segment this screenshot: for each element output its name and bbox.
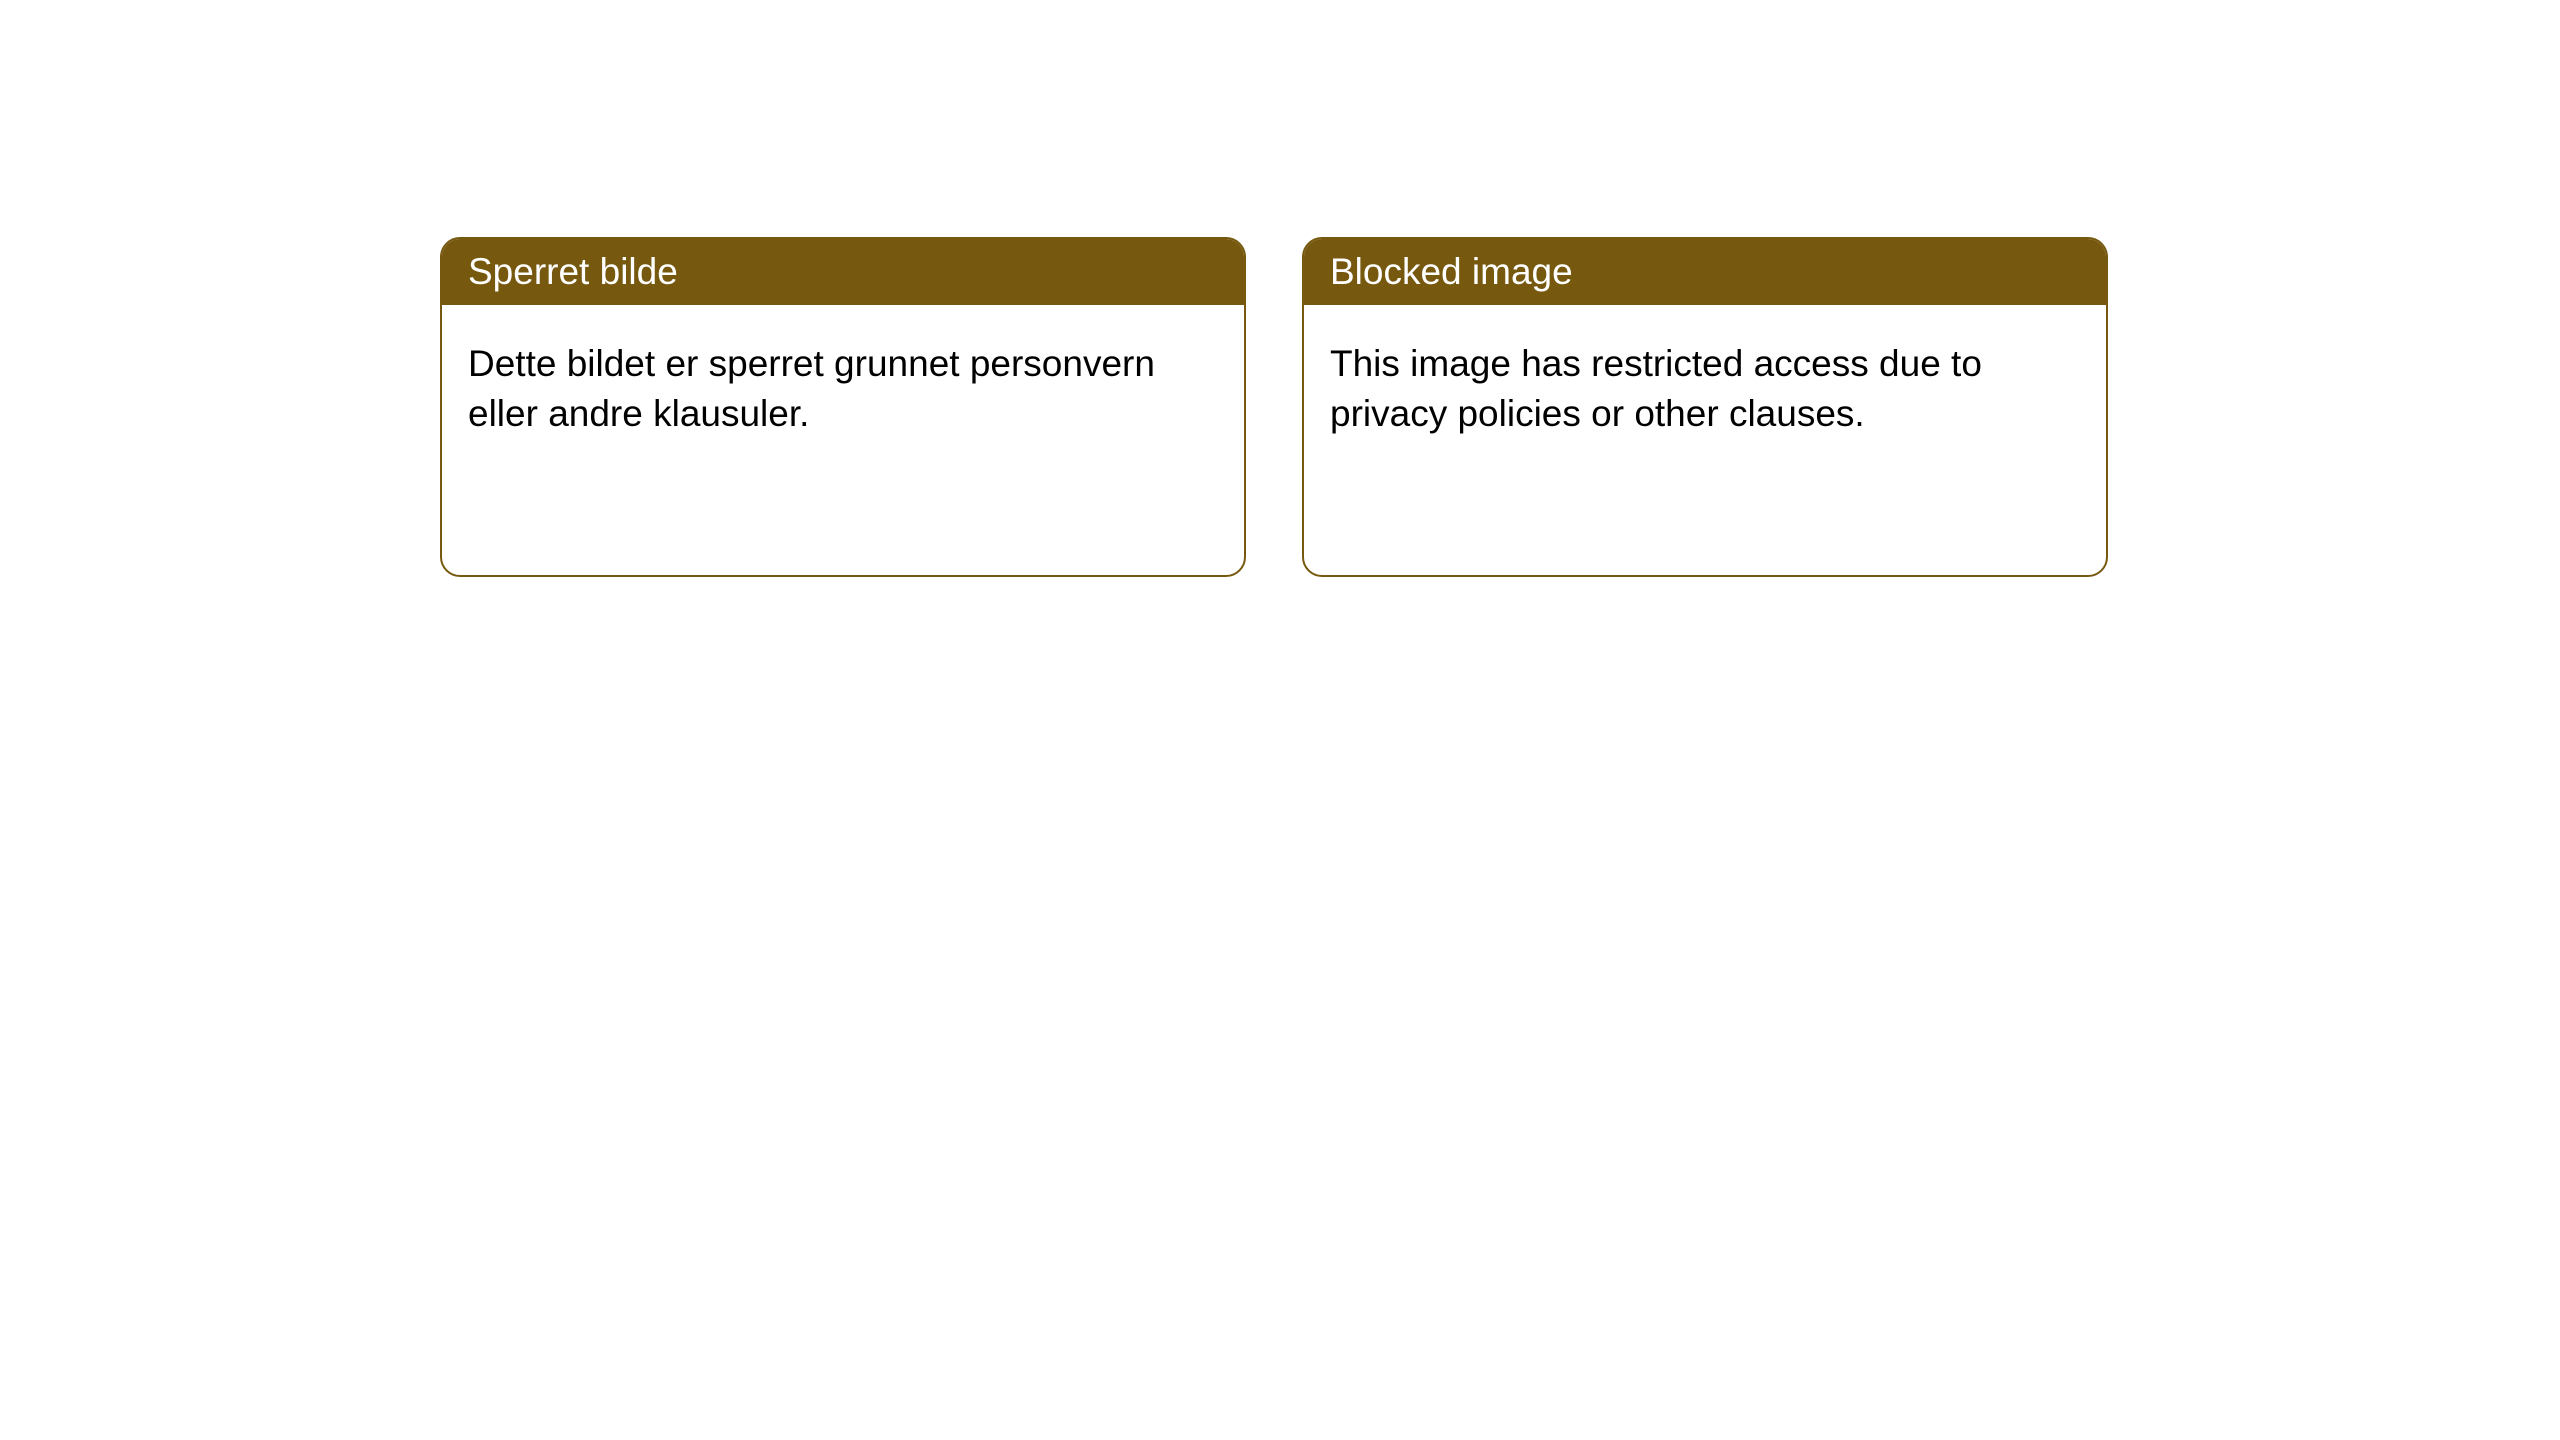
notice-body-no: Dette bildet er sperret grunnet personve… [442, 305, 1244, 473]
notice-header-en: Blocked image [1304, 239, 2106, 305]
notice-header-no: Sperret bilde [442, 239, 1244, 305]
notice-body-en: This image has restricted access due to … [1304, 305, 2106, 473]
notice-card-no: Sperret bilde Dette bildet er sperret gr… [440, 237, 1246, 577]
notice-card-en: Blocked image This image has restricted … [1302, 237, 2108, 577]
notice-container: Sperret bilde Dette bildet er sperret gr… [440, 237, 2108, 577]
